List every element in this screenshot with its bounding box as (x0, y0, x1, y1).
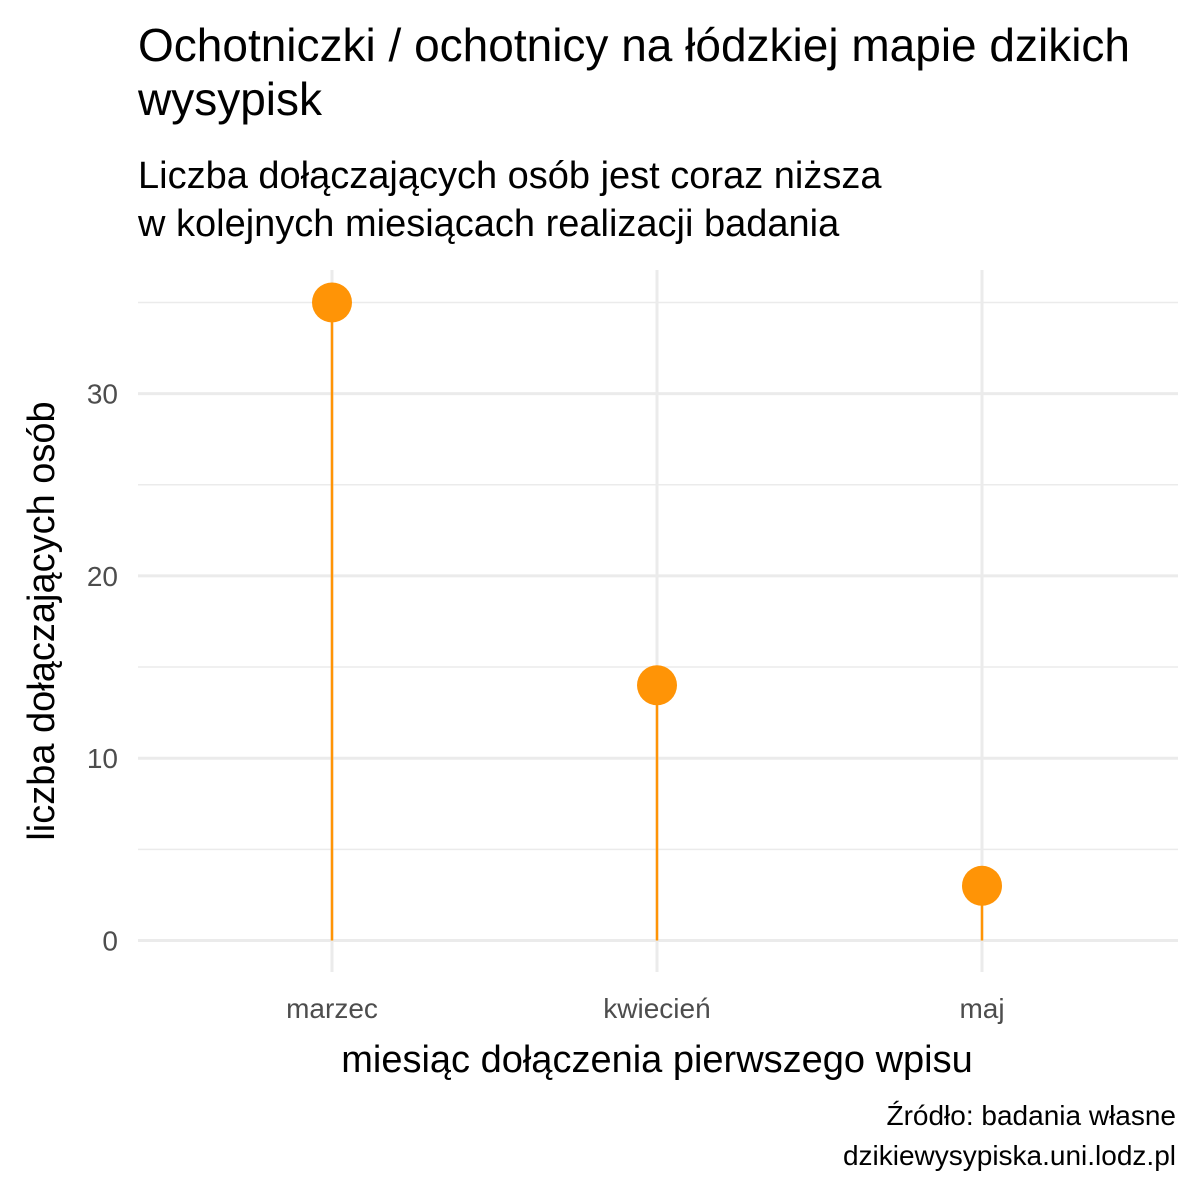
lollipop-point (962, 865, 1002, 906)
data-marks (312, 282, 1002, 941)
subtitle-line-2: w kolejnych miesiącach realizacji badani… (138, 203, 840, 245)
y-tick-label: 30 (87, 379, 118, 410)
x-tick-label: marzec (286, 993, 378, 1024)
x-tick-label: kwiecień (603, 993, 710, 1024)
x-tick-label: maj (959, 993, 1004, 1024)
x-axis-title: miesiąc dołączenia pierwszego wpisu (341, 1039, 973, 1081)
lollipop-point (312, 282, 352, 323)
lollipop-point (637, 665, 677, 706)
chart-title: Ochotniczki / ochotnicy na łódzkiej mapi… (138, 19, 1131, 125)
subtitle-line-1: Liczba dołączających osób jest coraz niż… (138, 155, 882, 197)
y-tick-label: 10 (87, 743, 118, 774)
caption-source: Źródło: badania własne (886, 1100, 1176, 1131)
chart-subtitle: Liczba dołączających osób jest coraz niż… (138, 152, 1178, 248)
y-tick-label: 0 (102, 926, 118, 957)
chart-caption: Źródło: badania własne dzikiewysypiska.u… (843, 1096, 1176, 1176)
y-tick-label: 20 (87, 561, 118, 592)
axis-labels: 0 10 20 30 marzec kwiecień maj (87, 379, 1005, 1024)
caption-url: dzikiewysypiska.uni.lodz.pl (842, 1140, 1176, 1171)
y-axis-title: liczba dołączających osób (21, 401, 63, 840)
